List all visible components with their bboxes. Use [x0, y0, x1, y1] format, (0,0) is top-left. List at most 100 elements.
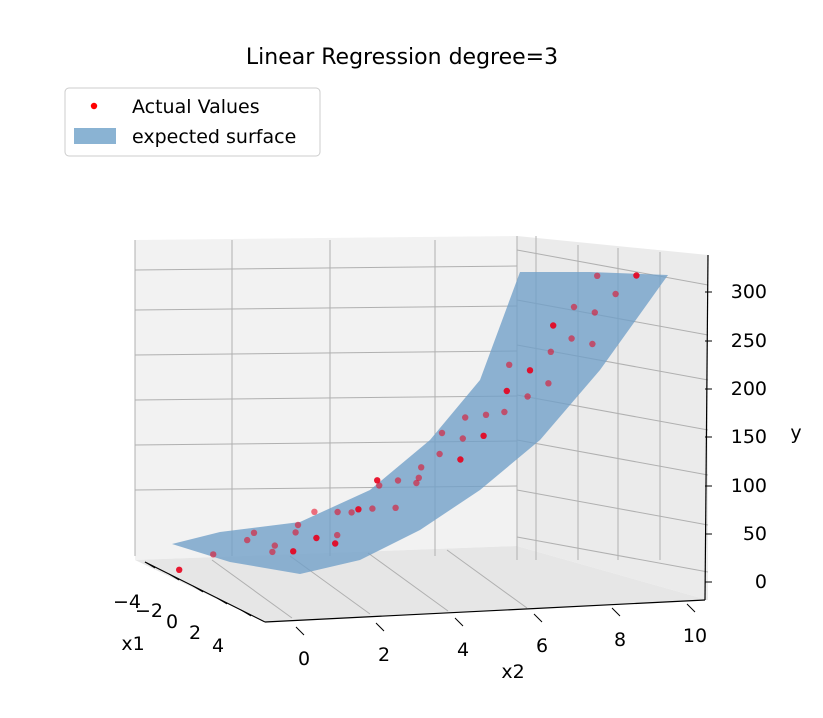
grid-line-right-h [516, 489, 709, 526]
actual-values-points [176, 272, 640, 573]
data-point [524, 393, 531, 400]
legend-label-expected-surface: expected surface [132, 126, 296, 148]
legend: Actual Values expected surface [64, 87, 321, 157]
x1-tick [168, 573, 180, 581]
chart-title: Linear Regression degree=3 [246, 45, 558, 70]
grid-line-floor [446, 549, 528, 609]
data-point [526, 367, 534, 374]
grid-line-right-h [516, 536, 709, 573]
x1-tick-label: 0 [166, 611, 178, 633]
data-point [292, 529, 299, 536]
data-point [436, 450, 443, 458]
grid-line-floor [211, 559, 293, 619]
surface-patch [172, 272, 668, 574]
grid-line-left-h [134, 265, 518, 271]
data-point [418, 464, 425, 471]
grid-line-floor [367, 552, 449, 612]
y-tick-label: 300 [731, 281, 767, 303]
x2-tick-label: 8 [614, 629, 626, 651]
data-point [250, 529, 258, 536]
x2-tick [686, 603, 696, 613]
data-point [568, 335, 575, 342]
y-tick-label: 200 [731, 378, 767, 400]
y-tick-label: 150 [731, 426, 767, 448]
data-point [374, 477, 381, 484]
grid-line-left-h [134, 395, 518, 401]
data-point [589, 340, 596, 348]
data-point [503, 387, 510, 395]
data-point [612, 290, 619, 298]
data-point [501, 408, 508, 416]
data-point [413, 479, 420, 487]
grid-line-left-h [134, 305, 518, 311]
y-tick-label: 250 [731, 330, 767, 352]
data-point [210, 551, 217, 558]
x1-tick-label: −2 [135, 600, 163, 622]
y-tick-label: 100 [731, 475, 767, 497]
data-point [480, 432, 487, 439]
y-axis-line [704, 254, 709, 601]
data-point [506, 361, 513, 368]
data-point [355, 506, 362, 513]
x2-axis-label: x2 [501, 661, 524, 683]
x1-tick-label: −4 [113, 591, 141, 613]
x1-tick [216, 597, 228, 605]
y-axis-label: y [790, 422, 801, 444]
y-tick-label: 0 [755, 571, 767, 593]
x2-tick [533, 613, 543, 623]
x2-tick-label: 0 [298, 648, 310, 670]
x1-tick [144, 561, 156, 569]
x1-axis-label: x1 [121, 633, 144, 655]
data-point [244, 536, 251, 544]
x2-tick [295, 626, 305, 636]
data-point [547, 348, 554, 355]
x2-tick-label: 2 [378, 644, 390, 666]
x1-tick-label: 2 [189, 622, 201, 644]
data-point [482, 411, 490, 418]
expected-surface [172, 272, 668, 574]
data-point [438, 429, 446, 437]
x2-tick-label: 10 [683, 625, 707, 647]
grid-line-right-h [516, 439, 709, 476]
data-point [633, 272, 640, 279]
data-point [415, 474, 422, 481]
data-point [313, 534, 320, 542]
data-point [348, 509, 355, 516]
x2-tick [375, 622, 385, 632]
legend-box [64, 87, 321, 157]
grid-line-left-h [134, 350, 518, 356]
x1-tick [192, 585, 204, 593]
data-point [570, 303, 578, 311]
data-point [394, 477, 402, 484]
data-point [545, 380, 552, 387]
data-point [550, 322, 557, 329]
x2-tick [454, 617, 464, 627]
data-point [591, 309, 598, 316]
data-point [290, 548, 297, 555]
legend-label-actual-values: Actual Values [132, 96, 260, 118]
data-point [459, 435, 466, 442]
x2-axis-line [264, 599, 706, 623]
data-point [294, 521, 302, 529]
legend-patch-expected-surface [74, 128, 116, 144]
x2-tick-label: 6 [536, 635, 548, 657]
x2-tick-label: 4 [457, 639, 469, 661]
data-point [462, 414, 469, 421]
legend-marker-actual-values [90, 102, 98, 110]
x1-tick-label: 4 [212, 635, 224, 657]
data-point [594, 272, 601, 279]
x1-tick [240, 609, 252, 617]
data-point [369, 505, 376, 512]
data-point [332, 540, 339, 547]
data-point [392, 504, 399, 511]
data-point [334, 508, 341, 516]
data-point [311, 508, 318, 515]
data-point [269, 548, 276, 556]
data-point [176, 566, 183, 573]
data-point [457, 456, 464, 463]
data-point [334, 531, 341, 539]
y-tick-label: 50 [743, 523, 767, 545]
grid-line-right-h [516, 249, 709, 286]
